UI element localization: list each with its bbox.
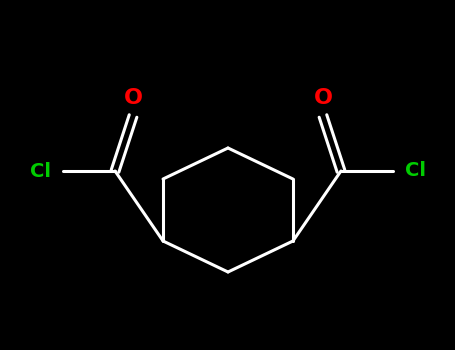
Text: Cl: Cl — [405, 161, 426, 181]
Text: O: O — [313, 88, 333, 108]
Text: O: O — [124, 88, 142, 108]
Text: Cl: Cl — [30, 161, 51, 181]
